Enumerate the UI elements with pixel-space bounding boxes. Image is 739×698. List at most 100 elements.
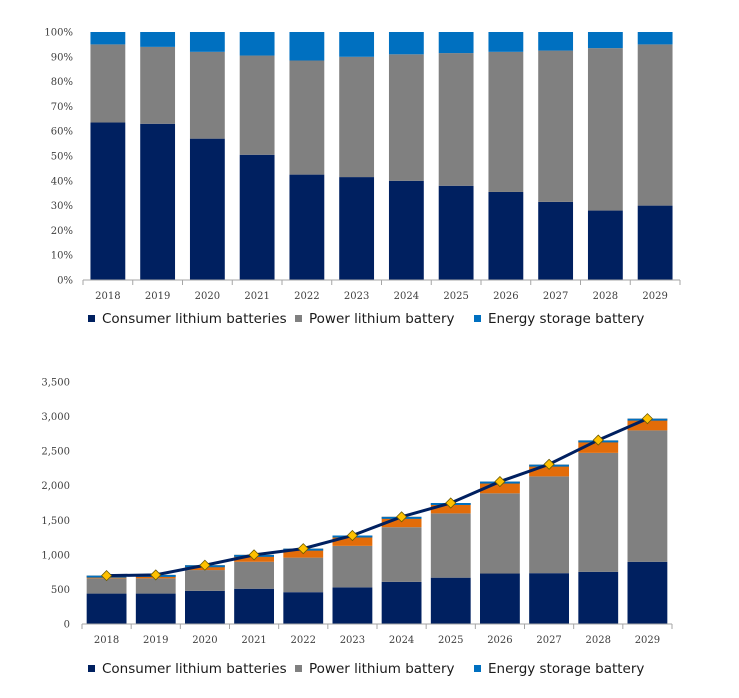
bar-segment-energy-storage-battery	[627, 418, 668, 431]
y-tick-label: 10%	[51, 251, 73, 262]
x-tick-label: 2023	[344, 291, 369, 302]
bar-segment-energy-storage-battery	[637, 32, 673, 45]
bar-segment-consumer-lithium-batteries	[388, 180, 424, 280]
bar-segment-power-lithium-battery	[339, 56, 375, 178]
legend-swatch	[295, 315, 302, 322]
x-tick-label: 2021	[244, 291, 269, 302]
x-tick-label: 2027	[543, 291, 568, 302]
bar-segment-power-lithium-battery	[185, 570, 225, 591]
bar-segment-consumer-lithium-batteries	[189, 138, 225, 280]
x-tick-label: 2026	[493, 291, 518, 302]
y-tick-label: 3,000	[41, 412, 70, 423]
x-tick-label: 2019	[145, 291, 170, 302]
bar-segment-energy-storage-battery	[239, 32, 275, 56]
total-marker	[346, 529, 358, 542]
bar-segment-consumer-lithium-batteries	[90, 122, 126, 281]
bars-group	[90, 32, 673, 281]
bar-segment-power-lithium-battery	[578, 452, 619, 572]
y-tick-label: 1,000	[41, 550, 70, 561]
bar-segment-consumer-lithium-batteries	[637, 205, 673, 280]
total-marker	[543, 458, 555, 470]
y-tick-label: 3,500	[41, 378, 70, 389]
x-tick-label: 2018	[94, 635, 119, 646]
bar-segment-power-lithium-battery	[234, 561, 274, 589]
bar-segment-consumer-lithium-batteries	[239, 154, 275, 280]
y-tick-label: 40%	[51, 176, 73, 187]
y-tick-label: 100%	[44, 28, 73, 39]
x-tick-label: 2029	[642, 291, 667, 302]
legend-label: Power lithium battery	[309, 661, 454, 677]
x-tick-label: 2025	[443, 291, 468, 302]
x-tick-label: 2019	[143, 635, 168, 646]
legend-label: Consumer lithium batteries	[102, 661, 287, 677]
bar-segment-energy-storage-battery	[189, 32, 225, 52]
legend: Consumer lithium batteries Power lithium …	[88, 661, 644, 677]
bar-segment-power-lithium-battery	[430, 513, 471, 578]
bar-segment-consumer-lithium-batteries	[332, 587, 373, 624]
x-tick-label: 2022	[291, 635, 316, 646]
y-axis: 0% 10% 20% 30% 40% 50% 60% 70% 80% 90% 100%	[44, 28, 73, 287]
total-marker	[396, 511, 408, 523]
bar-segment-energy-storage-battery	[339, 32, 375, 57]
bar-segment-consumer-lithium-batteries	[587, 210, 623, 280]
percent-stacked-bar-chart: 0%10%20%30%40%50%60%70%80%90%100% 2018 20…	[44, 28, 681, 327]
total-marker	[494, 476, 506, 488]
total-marker	[641, 413, 653, 425]
total-marker	[199, 559, 211, 571]
legend-label: Consumer lithium batteries	[102, 311, 287, 327]
x-axis: 2018 2019 2020 2021 2022 2023 2024 2025 2026 2027…	[82, 279, 681, 302]
bar-segment-consumer-lithium-batteries	[283, 592, 324, 624]
y-tick-label: 500	[51, 585, 70, 596]
bar-segment-power-lithium-battery	[480, 493, 520, 574]
bar-segment-consumer-lithium-batteries	[538, 201, 574, 280]
bar-segment-consumer-lithium-batteries	[234, 588, 274, 624]
bar-segment-consumer-lithium-batteries	[488, 191, 524, 280]
y-tick-label: 50%	[51, 152, 73, 163]
y-tick-label: 0%	[57, 276, 73, 287]
bar-segment-consumer-lithium-batteries	[529, 573, 569, 624]
x-tick-label: 2020	[195, 291, 220, 302]
y-tick-label: 1,500	[41, 516, 70, 527]
bar-segment-consumer-lithium-batteries	[438, 185, 474, 280]
y-tick-label: 70%	[51, 102, 73, 113]
bar-segment-consumer-lithium-batteries	[627, 561, 668, 624]
x-axis: 2018 2019 2020 2021 2022 2023 2024 2025 2026 2027…	[81, 623, 673, 646]
x-tick-label: 2022	[294, 291, 319, 302]
bar-segment-power-lithium-battery	[332, 545, 373, 588]
legend: Consumer lithium batteries Power lithium …	[88, 311, 644, 327]
bars-group	[86, 418, 668, 624]
x-tick-label: 2027	[536, 635, 561, 646]
bar-segment-power-lithium-battery	[488, 51, 524, 192]
total-marker	[248, 549, 260, 561]
x-tick-label: 2024	[389, 635, 414, 646]
bar-segment-power-lithium-battery	[239, 55, 275, 155]
bar-segment-power-lithium-battery	[135, 578, 176, 594]
bar-segment-energy-storage-battery	[488, 32, 524, 52]
bar-segment-power-lithium-battery	[189, 51, 225, 139]
legend-label: Energy storage battery	[488, 661, 644, 677]
y-tick-label: 0	[64, 620, 70, 631]
x-tick-label: 2023	[340, 635, 365, 646]
bar-segment-energy-storage-battery	[587, 32, 623, 49]
y-tick-label: 60%	[51, 127, 73, 138]
bar-segment-consumer-lithium-batteries	[289, 174, 325, 280]
x-tick-label: 2018	[95, 291, 120, 302]
y-axis: 0 500 1,000 1,500 2,000 2,500 3,000 3,500	[41, 378, 70, 631]
bar-segment-energy-storage-battery	[438, 32, 474, 54]
bar-segment-power-lithium-battery	[637, 44, 673, 206]
bar-segment-consumer-lithium-batteries	[86, 593, 127, 624]
bar-segment-consumer-lithium-batteries	[480, 573, 520, 624]
x-tick-label: 2024	[394, 291, 419, 302]
bar-segment-power-lithium-battery	[289, 60, 325, 175]
y-tick-label: 80%	[51, 77, 73, 88]
bar-segment-power-lithium-battery	[587, 48, 623, 211]
bar-segment-energy-storage-battery	[90, 32, 126, 45]
bar-segment-power-lithium-battery	[381, 527, 422, 582]
x-tick-label: 2028	[593, 291, 618, 302]
bar-segment-power-lithium-battery	[438, 53, 474, 186]
total-marker	[297, 543, 309, 555]
legend-swatch	[474, 315, 481, 322]
x-tick-label: 2021	[241, 635, 266, 646]
y-tick-label: 90%	[51, 52, 73, 63]
